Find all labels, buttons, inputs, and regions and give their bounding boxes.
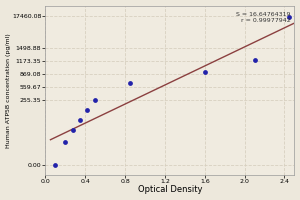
Point <box>252 59 257 62</box>
Text: S = 16.64764319
r = 0.99977942: S = 16.64764319 r = 0.99977942 <box>236 12 291 23</box>
Point <box>202 70 207 73</box>
Point <box>78 118 83 121</box>
Point <box>93 99 98 102</box>
X-axis label: Optical Density: Optical Density <box>138 185 202 194</box>
Y-axis label: Human ATP5B concentration (pg/ml): Human ATP5B concentration (pg/ml) <box>6 33 10 148</box>
Point <box>85 109 90 112</box>
Point <box>71 128 76 131</box>
Point <box>63 140 68 144</box>
Point <box>53 164 58 167</box>
Point <box>287 16 292 19</box>
Point <box>128 82 133 85</box>
